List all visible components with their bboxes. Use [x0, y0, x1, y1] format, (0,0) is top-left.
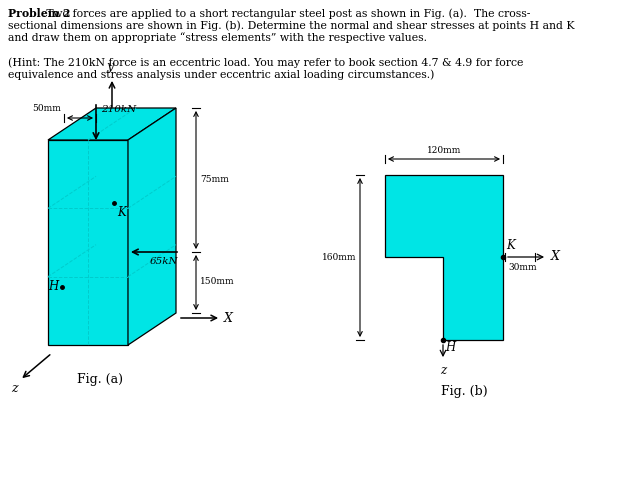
Text: y: y	[107, 60, 113, 73]
Polygon shape	[48, 140, 128, 345]
Text: K: K	[506, 239, 515, 252]
Text: Problem 2: Problem 2	[8, 8, 71, 19]
Text: X: X	[551, 250, 560, 264]
Text: .Two forces are applied to a short rectangular steel post as shown in Fig. (a). : .Two forces are applied to a short recta…	[8, 8, 575, 43]
Text: 150mm: 150mm	[200, 277, 234, 286]
Text: 30mm: 30mm	[508, 263, 537, 272]
Polygon shape	[48, 108, 176, 140]
Text: X: X	[224, 311, 233, 325]
Polygon shape	[128, 108, 176, 345]
Text: 120mm: 120mm	[427, 146, 461, 155]
Text: z: z	[11, 381, 17, 395]
Text: 210kN: 210kN	[101, 105, 136, 115]
Text: z: z	[440, 364, 446, 377]
Text: Fig. (a): Fig. (a)	[77, 373, 123, 386]
Text: H: H	[48, 280, 58, 294]
Text: 160mm: 160mm	[322, 252, 356, 262]
Text: (Hint: The 210kN force is an eccentric load. You may refer to book section 4.7 &: (Hint: The 210kN force is an eccentric l…	[8, 57, 523, 80]
Text: 50mm: 50mm	[32, 104, 61, 113]
Text: Fig. (b): Fig. (b)	[441, 385, 487, 398]
Text: H: H	[445, 341, 455, 354]
Text: K: K	[117, 206, 126, 219]
Polygon shape	[385, 175, 503, 340]
Text: 65kN: 65kN	[149, 257, 178, 266]
Text: 75mm: 75mm	[200, 176, 229, 184]
